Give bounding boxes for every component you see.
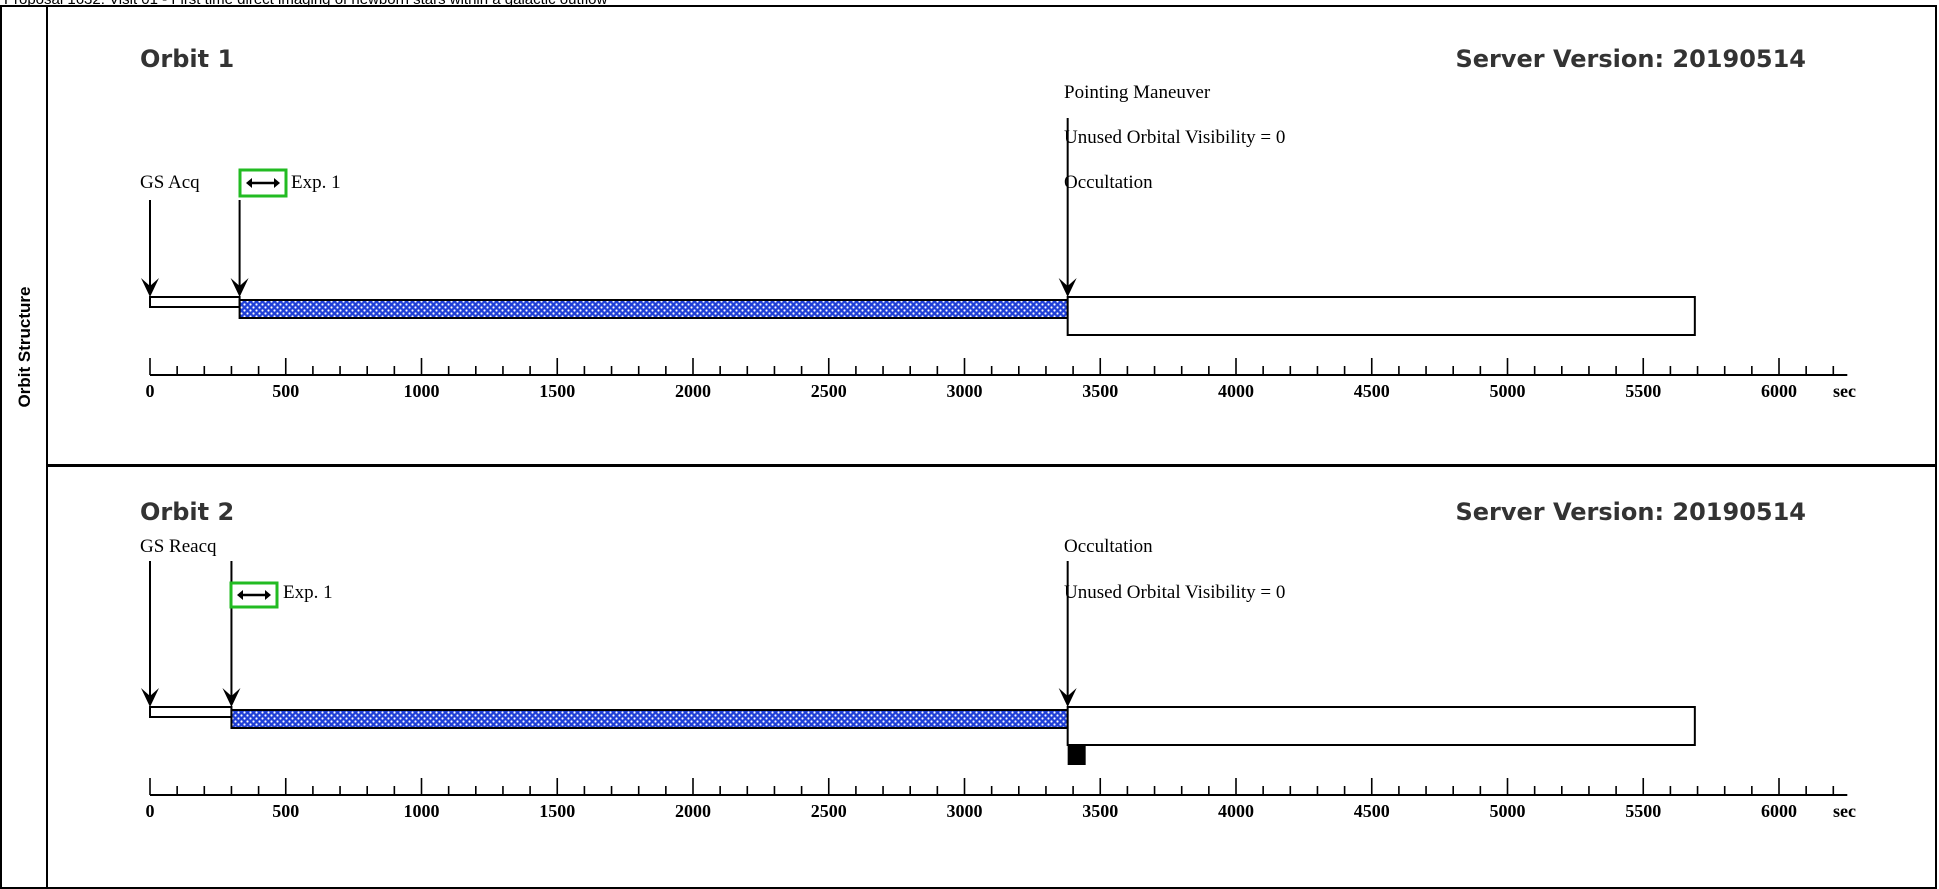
panel-divider (48, 464, 1935, 467)
axis-unit-label: sec (1833, 381, 1856, 401)
tick-label: 5000 (1490, 381, 1526, 401)
tick-label: 1500 (539, 381, 575, 401)
exposure-label: Exp. 1 (283, 582, 333, 603)
orbit-title: Orbit 2 (140, 498, 234, 526)
axis-unit-label: sec (1833, 801, 1856, 821)
arrow-head (141, 688, 159, 707)
occultation-block (1067, 745, 1086, 765)
acquisition-bar (149, 296, 241, 308)
proposal-header: Proposal 1632: Visit 01 - First time dir… (4, 0, 607, 8)
tick-label: 4000 (1218, 801, 1254, 821)
acquisition-bar (149, 706, 233, 718)
arrow-head (230, 278, 249, 297)
event-label-occultation: Occultation (1064, 172, 1153, 193)
orbit-panel-2: Orbit 2 Server Version: 20190514 GS Reac… (140, 498, 1856, 821)
tick-label: 3500 (1082, 381, 1118, 401)
left-arrowhead (237, 590, 243, 600)
tick-label: 2500 (811, 381, 847, 401)
orbit-panel-1: Orbit 1 Server Version: 20190514 GS Acq … (140, 45, 1856, 401)
tick-label: 500 (272, 381, 299, 401)
tick-label: 2500 (811, 801, 847, 821)
event-label-pointing-maneuver: Pointing Maneuver (1064, 82, 1211, 103)
acq-label: GS Acq (140, 172, 200, 193)
orbit-structure-frame: Orbit Structure (0, 5, 1937, 889)
exposure-bar (238, 299, 1069, 319)
exposure-bar (230, 709, 1069, 729)
exposure-label: Exp. 1 (291, 172, 341, 193)
tick-label: 4500 (1354, 381, 1390, 401)
side-column: Orbit Structure (2, 7, 48, 887)
arrow-head (1058, 278, 1077, 297)
acq-label: GS Reacq (140, 536, 217, 557)
tick-label: 5500 (1625, 801, 1661, 821)
tick-label: 1500 (539, 801, 575, 821)
event-label-unused-visibility: Unused Orbital Visibility = 0 (1064, 127, 1285, 148)
event-label-occultation: Occultation (1064, 536, 1153, 557)
arrow-head (1058, 688, 1077, 707)
tick-label: 3500 (1082, 801, 1118, 821)
visibility-bar (1066, 296, 1696, 336)
tick-label: 3000 (947, 381, 983, 401)
left-arrowhead (246, 178, 252, 188)
orbit-title: Orbit 1 (140, 45, 234, 73)
tick-label: 6000 (1761, 801, 1797, 821)
server-version: Server Version: 20190514 (1455, 45, 1806, 73)
server-version: Server Version: 20190514 (1455, 498, 1806, 526)
event-label-unused-visibility: Unused Orbital Visibility = 0 (1064, 582, 1285, 603)
arrow-head (222, 688, 241, 707)
tick-label: 0 (146, 801, 155, 821)
right-arrowhead (274, 178, 280, 188)
right-arrowhead (265, 590, 271, 600)
tick-label: 4500 (1354, 801, 1390, 821)
tick-label: 6000 (1761, 381, 1797, 401)
tick-label: 5500 (1625, 381, 1661, 401)
visibility-bar (1066, 706, 1696, 746)
tick-label: 2000 (675, 381, 711, 401)
tick-label: 0 (146, 381, 155, 401)
tick-label: 4000 (1218, 381, 1254, 401)
tick-label: 1000 (404, 801, 440, 821)
tick-label: 2000 (675, 801, 711, 821)
tick-label: 3000 (947, 801, 983, 821)
arrow-head (141, 278, 159, 297)
tick-label: 1000 (404, 381, 440, 401)
tick-label: 5000 (1490, 801, 1526, 821)
tick-label: 500 (272, 801, 299, 821)
